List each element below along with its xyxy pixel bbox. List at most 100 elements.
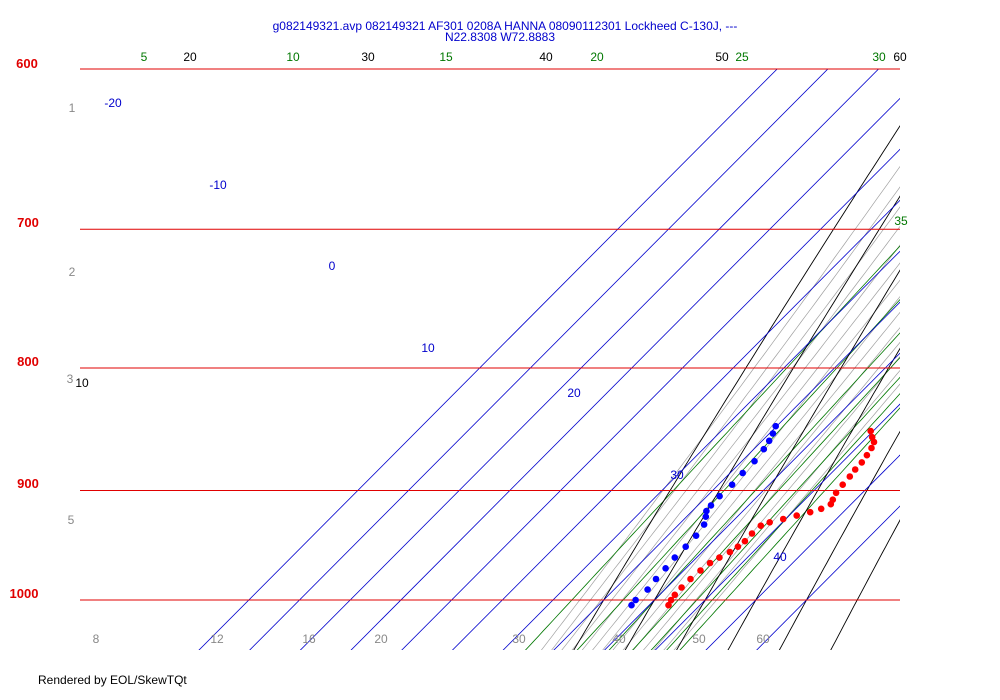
temperature-point: [817, 505, 825, 513]
moist-adiabat-line: [561, 206, 900, 650]
temperature-point: [766, 519, 773, 526]
dry-adiabat-label: 20: [183, 50, 197, 64]
temperature-point: [846, 473, 854, 480]
isotherm-label: 20: [567, 386, 581, 400]
moist-adiabat-line: [602, 279, 900, 650]
dry-adiabat-line: [727, 347, 900, 650]
moist-adiabat-line: [653, 356, 900, 650]
isotherm-label: 30: [670, 468, 684, 482]
temperature-point: [863, 451, 871, 459]
bottom-axis-label: 50: [692, 632, 706, 646]
moist-adiabat-line: [673, 383, 900, 650]
temperature-point: [832, 489, 840, 497]
dewpoint-point: [772, 422, 779, 430]
diagram-lines: [198, 69, 900, 650]
pressure-label: 900: [17, 476, 39, 491]
moist-adiabat-line: [663, 369, 900, 650]
dewpoint-point: [760, 445, 768, 453]
temperature-point: [757, 522, 765, 529]
dewpoint-point: [671, 554, 679, 561]
temperature-point: [851, 466, 859, 473]
height-label: 1: [69, 101, 76, 115]
dry-adiabat-line: [778, 430, 900, 650]
dewpoint-point: [765, 437, 773, 445]
temperature-point: [726, 548, 734, 556]
pressure-label: 1000: [10, 586, 39, 601]
temperature-point: [706, 559, 714, 567]
mixing-ratio-label: 30: [872, 50, 886, 64]
dewpoint-point: [662, 565, 669, 572]
isotherm-label: 10: [421, 341, 435, 355]
dry-adiabat-label: 50: [715, 50, 729, 64]
moist-adiabat-line: [612, 296, 900, 650]
dry-adiabat-line: [830, 519, 900, 650]
pressure-label: 800: [17, 354, 39, 369]
isotherm-line: [451, 199, 900, 650]
temperature-point: [678, 584, 685, 591]
moist-adiabat-line: [571, 225, 900, 650]
dewpoint-point: [644, 586, 651, 593]
dewpoint-point: [728, 481, 736, 489]
temperature-point: [671, 591, 679, 599]
temperature-point: [687, 575, 694, 583]
dewpoint-point: [632, 596, 639, 604]
mixing-ratio-label: 5: [141, 50, 148, 64]
dry-adiabat-line: [573, 125, 900, 650]
temperature-point: [839, 481, 846, 489]
dewpoint-point: [751, 457, 758, 465]
temperature-point: [867, 427, 874, 435]
mixing-ratio-line: [576, 298, 900, 650]
dewpoint-point: [739, 469, 746, 477]
mixing-ratio-label: 20: [590, 50, 604, 64]
bottom-axis-label: 30: [512, 632, 526, 646]
bottom-axis-label: 16: [302, 632, 316, 646]
temperature-point: [748, 530, 756, 537]
temperature-point: [779, 515, 787, 523]
mixing-ratio-label: 25: [735, 50, 749, 64]
isotherm-line: [198, 69, 778, 650]
dewpoint-point: [628, 601, 635, 609]
footer-credit: Rendered by EOL/SkewTQt: [38, 673, 187, 687]
mixing-ratio-label: 35: [894, 214, 908, 228]
dry-adiabat-line: [624, 195, 900, 650]
mixing-ratio-line: [632, 357, 900, 650]
isotherm-label: -20: [104, 96, 122, 110]
temperature-point: [667, 596, 675, 604]
height-label: 2: [69, 265, 76, 279]
mixing-ratio-line: [525, 245, 900, 650]
temperature-point: [665, 601, 672, 609]
dry-adiabat-label: 10: [75, 376, 89, 390]
isotherm-line: [756, 505, 900, 650]
moist-adiabat-line: [581, 244, 900, 650]
dewpoint-point: [692, 532, 700, 539]
temperature-point: [868, 433, 876, 441]
isotherm-label: 0: [329, 259, 336, 273]
moist-adiabat-line: [622, 311, 900, 650]
moist-adiabat-line: [551, 186, 900, 650]
mixing-ratio-label: 15: [439, 50, 453, 64]
bottom-axis-label: 40: [612, 632, 626, 646]
moist-adiabat-line: [632, 327, 900, 650]
pressure-label: 700: [17, 215, 39, 230]
dewpoint-point: [682, 543, 689, 550]
bottom-axis-label: 20: [374, 632, 388, 646]
mixing-ratio-line: [608, 332, 900, 650]
bottom-axis-label: 60: [756, 632, 770, 646]
isotherm-line: [553, 301, 900, 650]
dry-adiabat-line: [676, 269, 900, 650]
isotherm-line: [401, 148, 900, 650]
moist-adiabat-line: [592, 262, 900, 650]
bottom-axis-label: 8: [93, 632, 100, 646]
dewpoint-point: [716, 492, 723, 500]
temperature-point: [716, 554, 723, 561]
dewpoint-point: [703, 507, 710, 515]
temperature-point: [697, 567, 704, 574]
isotherm-label: 40: [773, 550, 787, 564]
dewpoint-point: [769, 430, 777, 437]
chart-title: g082149321.avp 082149321 AF301 0208A HAN…: [273, 19, 738, 33]
isotherm-line: [502, 250, 900, 650]
moist-adiabat-line: [643, 341, 900, 650]
bottom-axis-label: 12: [210, 632, 224, 646]
dry-adiabat-label: 60: [893, 50, 907, 64]
isotherm-line: [350, 97, 900, 650]
